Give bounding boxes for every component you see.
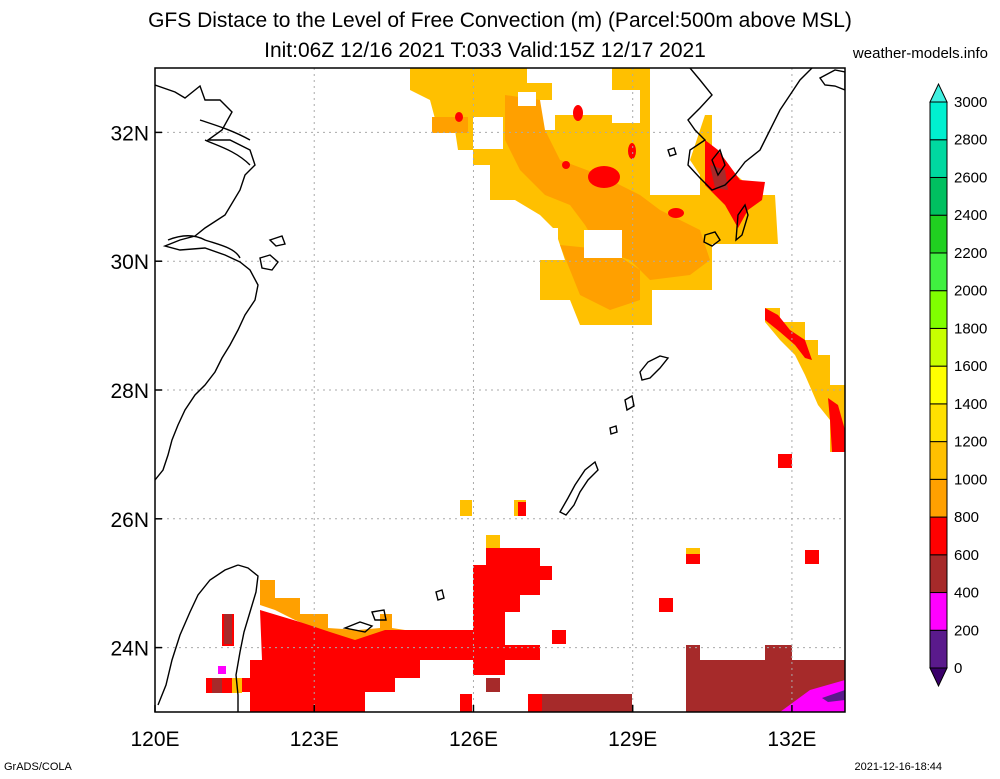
x-tick-label-3: 129E bbox=[608, 728, 657, 751]
timestamp-label: 2021-12-16-18:44 bbox=[854, 761, 942, 773]
colorbar-label-9: 1800 bbox=[954, 320, 987, 337]
colorbar-swatch-13 bbox=[929, 139, 948, 178]
tokunoshima-island bbox=[609, 394, 635, 435]
coastlines bbox=[155, 68, 845, 712]
kyushu-coastline bbox=[687, 68, 813, 191]
chart-subtitle: Init:06Z 12/16 2021 T:033 Valid:15Z 12/1… bbox=[264, 39, 706, 62]
colorbar-label-3: 600 bbox=[954, 547, 979, 564]
field-region-east bbox=[686, 308, 845, 564]
taiwan-coastline bbox=[157, 564, 259, 712]
x-tick-label-1: 123E bbox=[290, 728, 339, 751]
colorbar-label-4: 800 bbox=[954, 509, 979, 526]
field-region-south bbox=[528, 645, 845, 712]
china-coastline bbox=[155, 84, 259, 481]
colorbar-label-12: 2400 bbox=[954, 207, 987, 224]
colorbar-label-14: 2800 bbox=[954, 132, 987, 149]
colorbar-label-11: 2200 bbox=[954, 245, 987, 262]
hangzhou-bay bbox=[167, 235, 241, 259]
amami-island bbox=[639, 355, 670, 381]
tanegashima-island bbox=[735, 203, 749, 242]
colorbar-label-13: 2600 bbox=[954, 169, 987, 186]
colorbar-swatch-12 bbox=[929, 176, 948, 216]
colorbar-swatch-8 bbox=[929, 327, 948, 367]
software-label: GrADS/COLA bbox=[4, 761, 72, 773]
colorbar-label-6: 1200 bbox=[954, 434, 987, 451]
colorbar-label-8: 1600 bbox=[954, 358, 987, 375]
colorbar-swatch-7 bbox=[929, 365, 948, 405]
yangtze-estuary bbox=[199, 119, 251, 166]
colorbar-swatch-3 bbox=[929, 516, 948, 556]
colorbar-swatch-11 bbox=[929, 214, 948, 254]
colorbar-label-2: 400 bbox=[954, 585, 979, 602]
credit-label: weather-models.info bbox=[852, 45, 988, 62]
colorbar: 0 200 400 600 800 1000 1200 1400 1600 1800 2000 220… bbox=[929, 82, 987, 688]
field-region-central bbox=[460, 500, 673, 712]
colorbar-swatch-9 bbox=[929, 290, 948, 329]
colorbar-label-15: 3000 bbox=[954, 94, 987, 111]
colorbar-swatch-1 bbox=[929, 592, 948, 631]
colorbar-swatch-10 bbox=[929, 252, 948, 292]
colorbar-swatch-6 bbox=[929, 403, 948, 443]
lfc-field bbox=[206, 68, 845, 712]
shikoku-edge bbox=[818, 69, 845, 91]
grid-lines bbox=[155, 68, 845, 712]
colorbar-swatch-0 bbox=[929, 629, 948, 669]
colorbar-label-0: 0 bbox=[954, 660, 962, 677]
colorbar-label-7: 1400 bbox=[954, 396, 987, 413]
yakushima-island bbox=[703, 231, 721, 247]
colorbar-over-arrow bbox=[929, 82, 948, 103]
goto-islands bbox=[667, 147, 677, 157]
x-tick-label-4: 132E bbox=[767, 728, 816, 751]
colorbar-swatch-4 bbox=[929, 478, 948, 518]
x-tick-label-2: 126E bbox=[449, 728, 498, 751]
y-tick-label-2: 28N bbox=[110, 380, 149, 403]
x-tick-label-0: 120E bbox=[130, 728, 179, 751]
colorbar-label-1: 200 bbox=[954, 622, 979, 639]
y-tick-label-3: 30N bbox=[110, 251, 149, 274]
yaeyama-islands bbox=[342, 609, 387, 633]
chart-title: GFS Distace to the Level of Free Convect… bbox=[148, 9, 852, 32]
colorbar-swatch-14 bbox=[929, 101, 948, 141]
zhoushan-islands bbox=[259, 235, 286, 271]
field-region-north bbox=[410, 68, 778, 325]
y-tick-label-1: 26N bbox=[110, 509, 149, 532]
colorbar-label-5: 1000 bbox=[954, 471, 987, 488]
okinawa-island bbox=[559, 460, 599, 516]
colorbar-under-arrow bbox=[929, 667, 948, 688]
miyako-island bbox=[435, 589, 445, 601]
y-tick-label-0: 24N bbox=[110, 638, 149, 661]
axes: 120E 123E 126E 129E 132E 24N 26N 28N 30N 32N bbox=[110, 122, 816, 751]
y-tick-label-4: 32N bbox=[110, 122, 149, 145]
colorbar-swatch-2 bbox=[929, 554, 948, 594]
field-region-southwest bbox=[206, 580, 460, 712]
colorbar-label-10: 2000 bbox=[954, 283, 987, 300]
colorbar-swatch-5 bbox=[929, 441, 948, 480]
